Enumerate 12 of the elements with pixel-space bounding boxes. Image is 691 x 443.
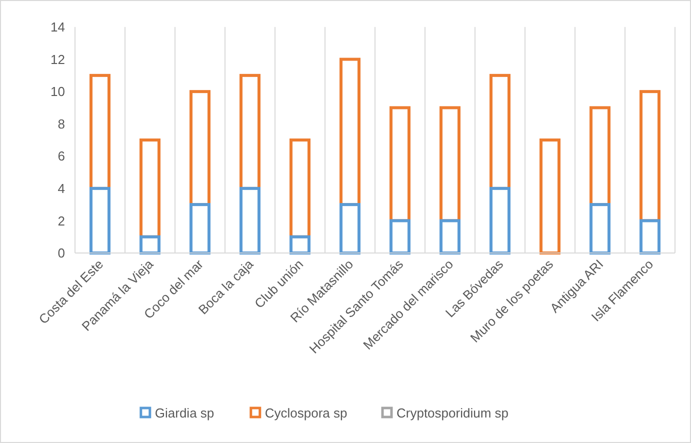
legend-label: Giardia sp bbox=[154, 406, 214, 421]
legend-label: Cyclospora sp bbox=[264, 406, 348, 421]
y-tick-label: 10 bbox=[50, 84, 65, 100]
y-tick-label: 0 bbox=[58, 246, 65, 261]
legend-label: Cryptosporidium sp bbox=[396, 406, 508, 421]
y-tick-label: 2 bbox=[58, 213, 65, 228]
y-tick-label: 6 bbox=[58, 148, 65, 164]
y-tick-label: 14 bbox=[50, 20, 65, 35]
bar bbox=[540, 138, 560, 254]
y-tick-label: 8 bbox=[58, 116, 65, 132]
y-tick-label: 4 bbox=[58, 180, 65, 196]
y-tick-label: 12 bbox=[50, 52, 65, 67]
